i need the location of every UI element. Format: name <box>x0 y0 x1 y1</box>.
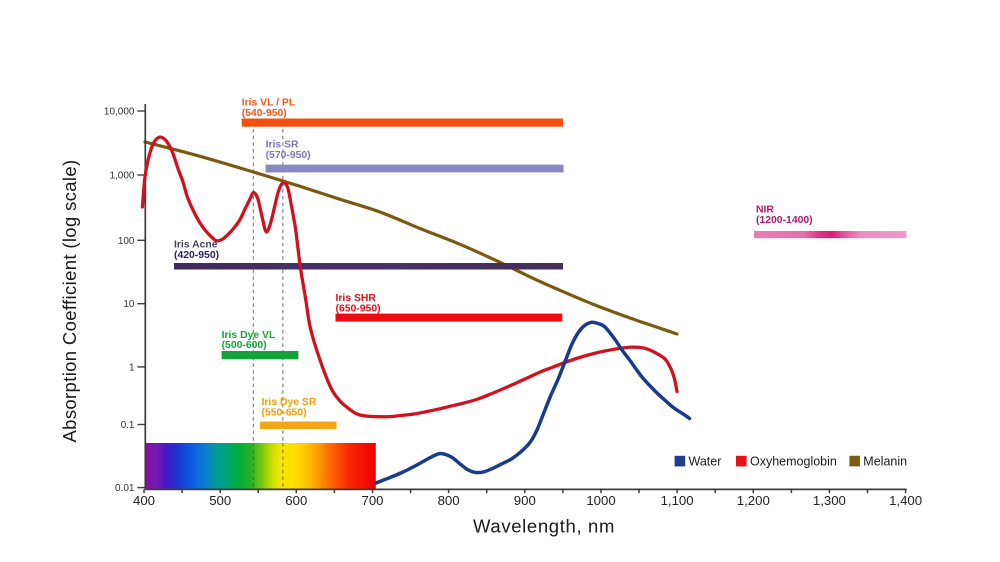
svg-text:(650-950): (650-950) <box>336 304 381 315</box>
svg-text:900: 900 <box>514 493 536 508</box>
svg-text:0.1: 0.1 <box>121 420 135 431</box>
svg-text:(420-950): (420-950) <box>174 250 219 261</box>
svg-text:1,300: 1,300 <box>813 493 846 508</box>
svg-text:Iris Dye SR: Iris Dye SR <box>262 397 317 408</box>
svg-text:100: 100 <box>118 236 135 247</box>
svg-text:Melanin: Melanin <box>863 454 907 468</box>
svg-text:(500-600): (500-600) <box>222 340 267 351</box>
svg-text:10,000: 10,000 <box>104 107 135 118</box>
svg-text:1000: 1000 <box>586 493 615 508</box>
svg-text:400: 400 <box>133 493 155 508</box>
svg-text:Wavelength, nm: Wavelength, nm <box>473 516 615 537</box>
svg-text:1,000: 1,000 <box>109 171 134 182</box>
svg-text:1,400: 1,400 <box>889 493 922 508</box>
svg-text:600: 600 <box>285 493 307 508</box>
svg-text:10: 10 <box>123 299 135 310</box>
svg-text:(1200-1400): (1200-1400) <box>756 215 813 226</box>
svg-text:NIR: NIR <box>756 205 774 216</box>
svg-text:(540-950): (540-950) <box>242 108 287 119</box>
svg-text:(570-950): (570-950) <box>266 150 311 161</box>
svg-text:800: 800 <box>438 493 460 508</box>
svg-text:Absorption Coefficient (log sc: Absorption Coefficient (log scale) <box>59 159 80 442</box>
svg-text:Iris VL / PL: Iris VL / PL <box>242 98 296 109</box>
svg-text:Iris SHR: Iris SHR <box>336 293 377 304</box>
svg-text:1,100: 1,100 <box>661 493 694 508</box>
svg-text:Iris Dye VL: Iris Dye VL <box>222 330 276 341</box>
svg-text:Iris Acne: Iris Acne <box>174 240 218 251</box>
svg-text:Iris SR: Iris SR <box>266 140 299 151</box>
svg-text:0.01: 0.01 <box>115 483 135 494</box>
svg-text:Oxyhemoglobin: Oxyhemoglobin <box>750 454 837 468</box>
svg-text:700: 700 <box>361 493 383 508</box>
svg-text:1,200: 1,200 <box>737 493 770 508</box>
svg-text:1: 1 <box>129 362 135 373</box>
svg-text:(550-650): (550-650) <box>262 408 307 419</box>
svg-text:Water: Water <box>689 454 722 468</box>
svg-text:500: 500 <box>209 493 231 508</box>
